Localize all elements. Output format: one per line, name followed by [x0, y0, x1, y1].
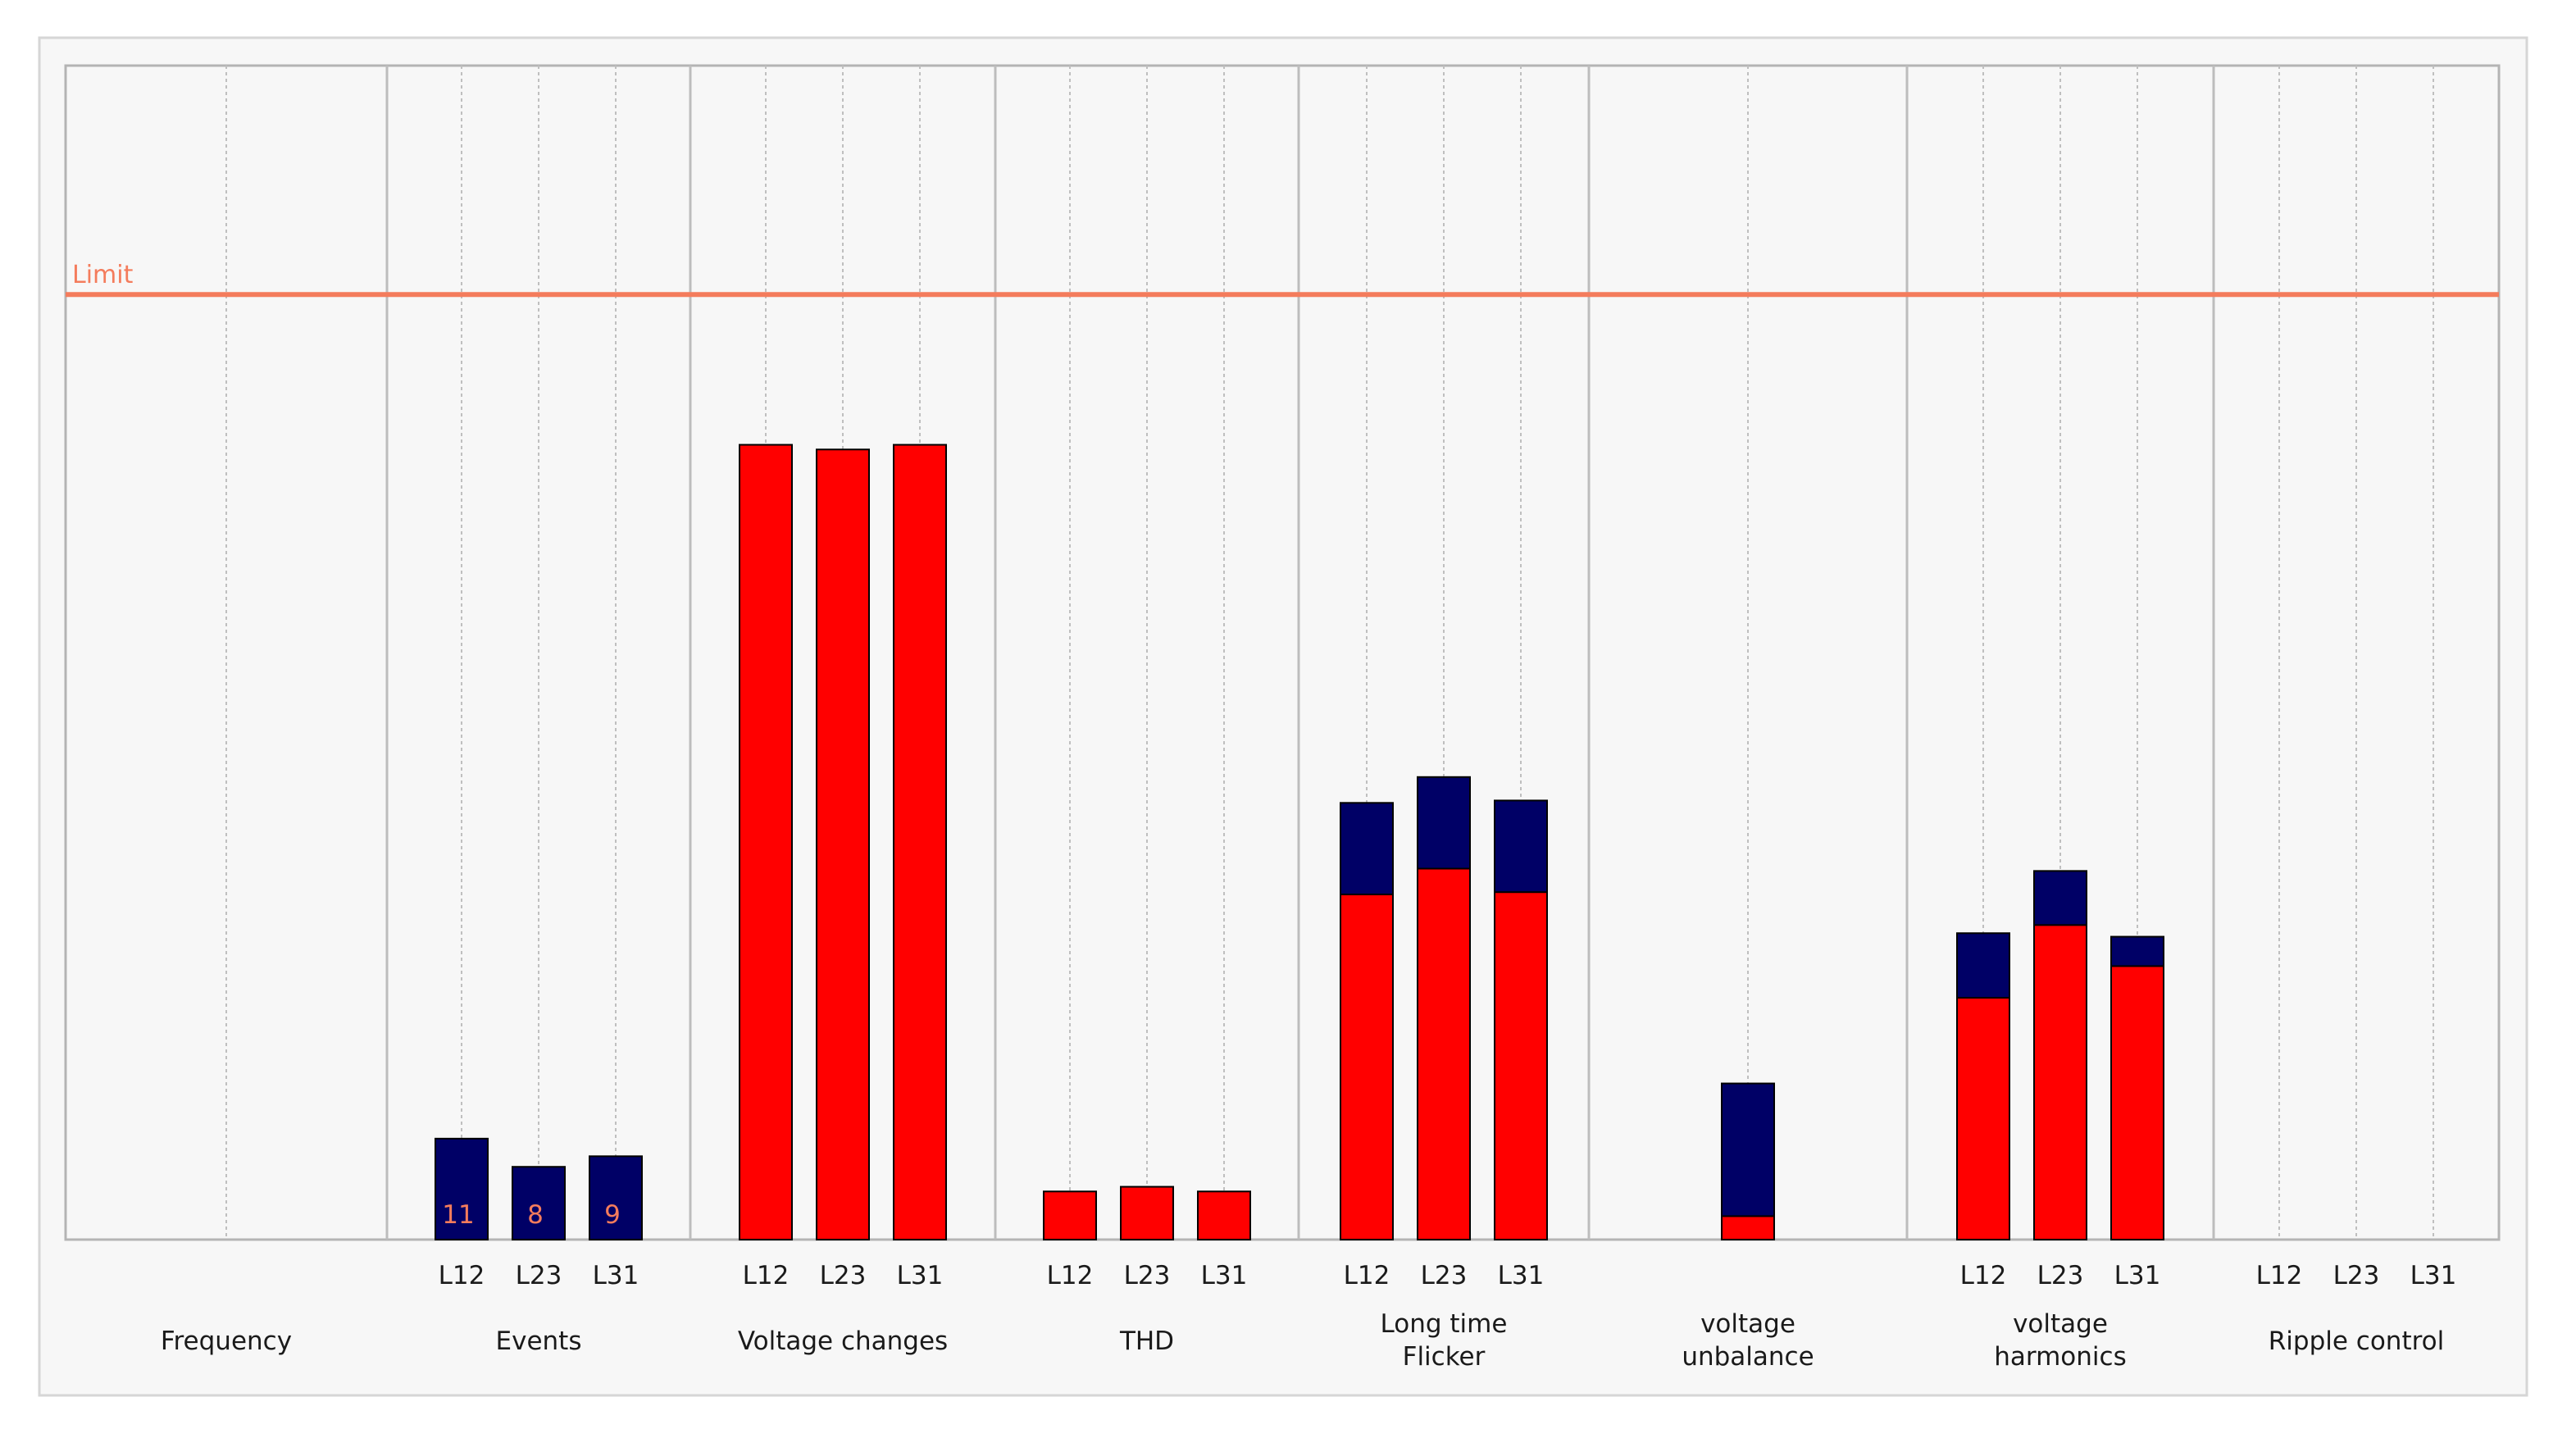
group-label: Ripple control: [2269, 1327, 2445, 1356]
data-label: 9: [604, 1200, 621, 1230]
data-label: 11: [442, 1200, 474, 1230]
group-separators: [385, 66, 2215, 1240]
group-label: Voltage changes: [738, 1327, 948, 1356]
bar-segment-red: [1417, 867, 1471, 1241]
limit-layer: Limit: [66, 261, 2499, 298]
group-label-line: voltage: [1700, 1309, 1795, 1339]
phase-label: L12: [2256, 1261, 2303, 1290]
phase-label: L23: [2037, 1261, 2084, 1290]
phase-label: L12: [439, 1261, 485, 1290]
bar-segment-red: [1494, 891, 1548, 1241]
bar-segment-blue: [589, 1155, 643, 1240]
phase-label: L23: [820, 1261, 867, 1290]
phase-label: L31: [1498, 1261, 1545, 1290]
phase-label: L12: [1960, 1261, 2007, 1290]
phase-label: L31: [2114, 1261, 2161, 1290]
phase-label: L23: [1124, 1261, 1171, 1290]
group-label-line: harmonics: [1994, 1342, 2126, 1372]
bar-segment-blue: [512, 1166, 566, 1240]
group-label: Events: [496, 1327, 582, 1356]
bar-segment-blue: [1721, 1082, 1775, 1217]
bar-segment-red: [893, 444, 947, 1240]
bar-segment-red: [2033, 924, 2087, 1240]
group-label: Frequency: [161, 1327, 292, 1356]
phase-label: L12: [1047, 1261, 1094, 1290]
group-label: THD: [1119, 1327, 1174, 1356]
axis-labels: Frequency L12 L23 L31 Events L12 L23 L31 Voltage…: [161, 1261, 2456, 1372]
phase-label: L12: [743, 1261, 790, 1290]
bar-segment-red: [1340, 893, 1394, 1240]
bar-segment-red: [1956, 997, 2010, 1241]
limit-label: Limit: [72, 261, 134, 289]
bar-segment-red: [2110, 965, 2164, 1240]
group-label: Long time Flicker: [1381, 1309, 1508, 1372]
bar-segment-red: [739, 444, 793, 1240]
group-label-line: unbalance: [1682, 1342, 1814, 1372]
group-label-line: Long time: [1381, 1309, 1508, 1339]
bar-segment-blue: [1956, 932, 2010, 999]
bar-segment-red: [1197, 1190, 1251, 1240]
bar-segment-blue: [1494, 799, 1548, 894]
phase-label: L31: [2410, 1261, 2457, 1290]
phase-label: L23: [2333, 1261, 2380, 1290]
bar-segment-red: [1043, 1190, 1097, 1240]
bar-segment-red: [1120, 1185, 1174, 1241]
group-label-line: voltage: [2013, 1309, 2108, 1339]
bars-layer: 11 8 9: [435, 444, 2164, 1241]
phase-label: L31: [1201, 1261, 1248, 1290]
bar-segment-blue: [1340, 802, 1394, 895]
bar-segment-red: [1721, 1215, 1775, 1240]
bar-segment-blue: [1417, 776, 1471, 870]
bar-segment-blue: [2110, 935, 2164, 967]
phase-label: L31: [593, 1261, 639, 1290]
group-label-line: Flicker: [1403, 1342, 1486, 1372]
phase-label: L31: [897, 1261, 944, 1290]
group-label: voltage unbalance: [1682, 1309, 1814, 1372]
phase-label: L23: [1421, 1261, 1468, 1290]
bar-segment-blue: [2033, 870, 2087, 926]
bar-segment-blue: [435, 1137, 489, 1241]
phase-label: L12: [1344, 1261, 1390, 1290]
plot-area: [64, 64, 2501, 1241]
group-label: voltage harmonics: [1994, 1309, 2126, 1372]
data-label: 8: [527, 1200, 544, 1230]
bar-segment-red: [816, 448, 870, 1240]
phase-label: L23: [516, 1261, 562, 1290]
